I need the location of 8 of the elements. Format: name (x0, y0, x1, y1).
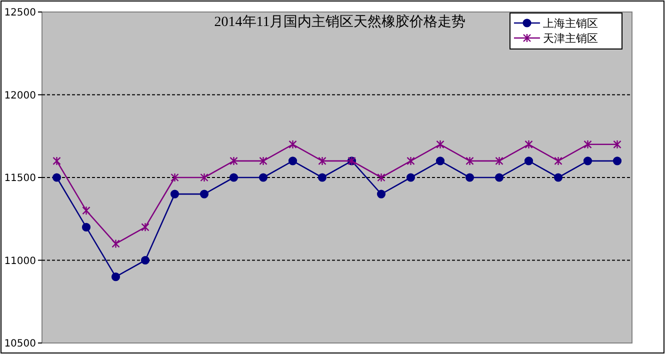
legend-label: 上海主销区 (543, 17, 598, 30)
chart-title: 2014年11月国内主销区天然橡胶价格走势 (214, 14, 466, 30)
y-tick-label: 11500 (4, 173, 36, 184)
legend-label: 天津主销区 (543, 32, 598, 45)
y-tick-label: 11000 (4, 256, 36, 267)
y-tick-label: 12000 (4, 90, 36, 102)
y-tick-label: 10500 (4, 338, 36, 350)
y-tick-label: 12500 (4, 8, 36, 18)
